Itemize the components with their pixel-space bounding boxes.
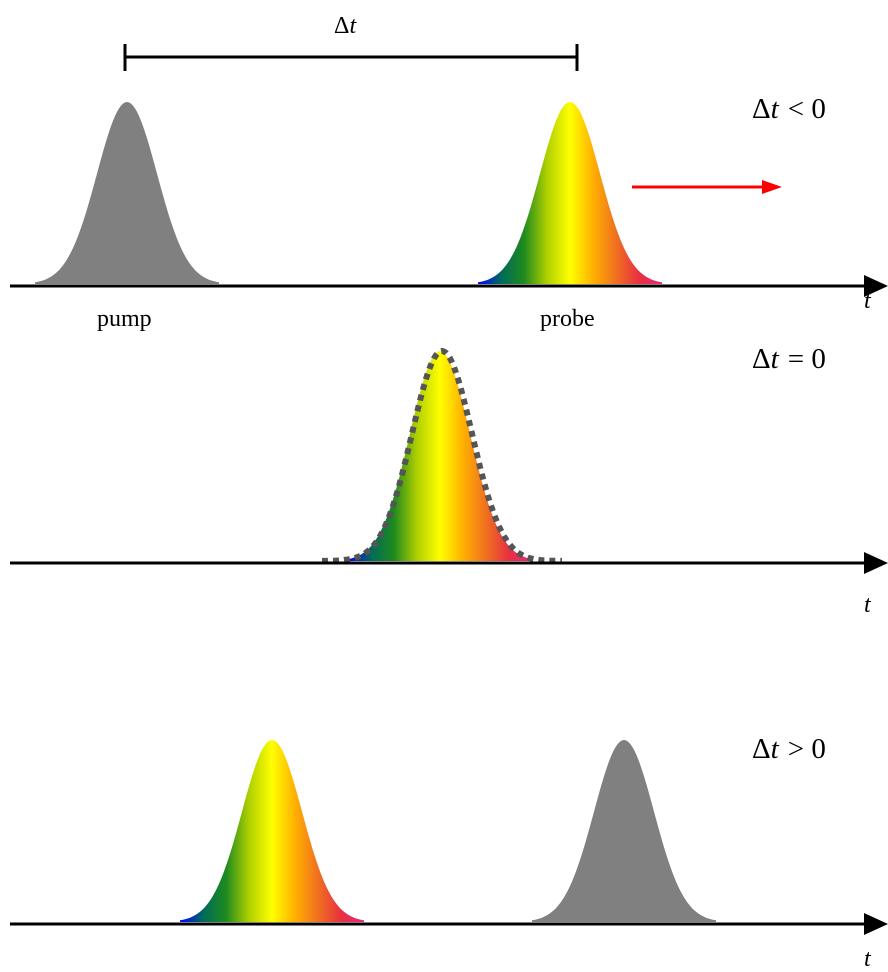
probe-pulse: [478, 102, 662, 284]
condition-label-negative: Δt < 0: [752, 93, 826, 125]
time-axis-arrowhead: [864, 552, 888, 574]
time-axis-arrowhead: [864, 275, 888, 297]
time-axis-arrowhead: [864, 913, 888, 935]
direction-arrow: [632, 180, 782, 194]
probe-pulse: [348, 351, 532, 561]
panel-positive-delay: t Δt > 0: [10, 733, 888, 972]
probe-label: probe: [540, 306, 595, 332]
panel-zero-delay: t Δt = 0: [10, 343, 888, 618]
time-axis-label: t: [864, 592, 872, 618]
probe-pulse: [180, 740, 364, 922]
pump-pulse: [35, 102, 219, 284]
delay-bar: Δt: [123, 13, 579, 71]
panel-negative-delay: t pump probe Δt < 0: [10, 93, 888, 332]
delay-bar-label: Δt: [334, 13, 357, 39]
condition-label-positive: Δt > 0: [752, 733, 826, 765]
condition-label-zero: Δt = 0: [752, 343, 826, 375]
time-axis-label: t: [864, 288, 872, 314]
pump-pulse-outline: [322, 347, 562, 564]
pump-label: pump: [97, 306, 152, 332]
pump-pulse: [532, 740, 716, 922]
time-axis-label: t: [864, 946, 872, 972]
